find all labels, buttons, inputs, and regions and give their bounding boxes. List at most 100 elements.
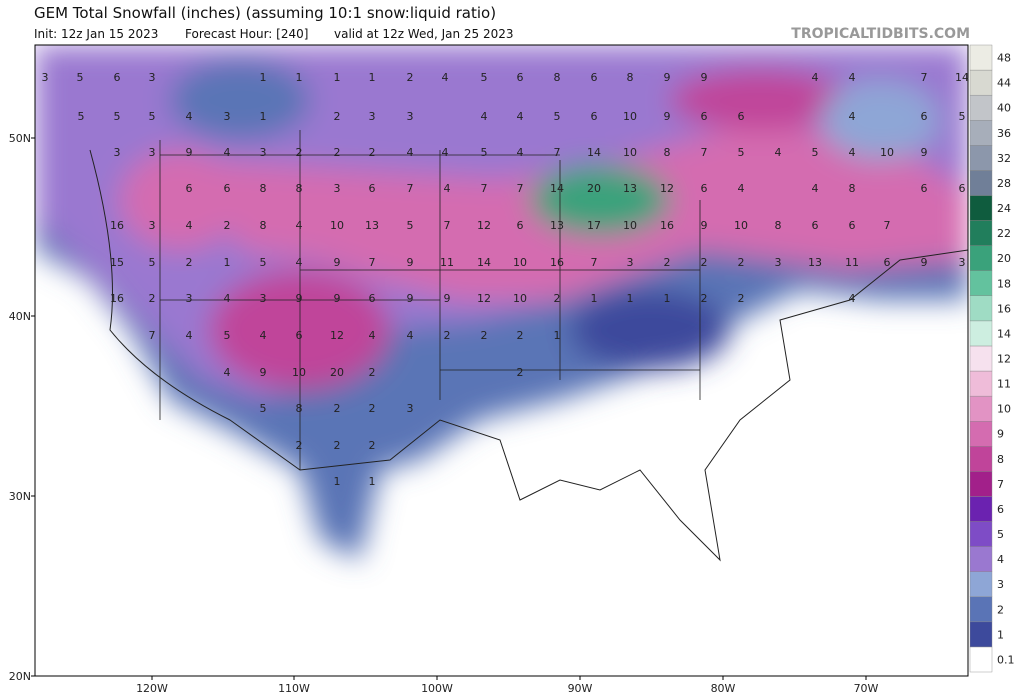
- snowfall-label: 2: [334, 439, 341, 452]
- snowfall-label: 3: [149, 146, 156, 159]
- colorbar-label: 44: [997, 77, 1011, 90]
- colorbar-swatch: [969, 496, 993, 522]
- colorbar-label: 11: [997, 378, 1011, 391]
- colorbar-label: 4: [997, 553, 1004, 566]
- snowfall-label: 2: [369, 146, 376, 159]
- colorbar-label: 0.1: [997, 653, 1015, 666]
- snowfall-label: 7: [884, 219, 891, 232]
- snowfall-label: 16: [660, 219, 674, 232]
- snowfall-label: 5: [78, 110, 85, 123]
- snowfall-label: 4: [224, 366, 231, 379]
- snowfall-label: 9: [334, 256, 341, 269]
- snowfall-label: 2: [701, 256, 708, 269]
- snowfall-label: 11: [440, 256, 454, 269]
- colorbar-label: 5: [997, 528, 1004, 541]
- snowfall-label: 9: [664, 71, 671, 84]
- snowfall-label: 4: [849, 110, 856, 123]
- colorbar-swatch: [969, 546, 993, 572]
- snowfall-label: 9: [701, 219, 708, 232]
- snowfall-label: 9: [260, 366, 267, 379]
- snowfall-label: 5: [554, 110, 561, 123]
- snowfall-label: 5: [224, 329, 231, 342]
- colorbar-label: 20: [997, 252, 1011, 265]
- snowfall-label: 7: [481, 182, 488, 195]
- snowfall-label: 6: [517, 219, 524, 232]
- snowfall-label: 6: [701, 182, 708, 195]
- colorbar-swatch: [969, 596, 993, 623]
- snowfall-label: 2: [738, 256, 745, 269]
- snowfall-label: 6: [591, 110, 598, 123]
- colorbar-label: 28: [997, 177, 1011, 190]
- snowfall-label: 9: [921, 256, 928, 269]
- snowfall-label: 1: [224, 256, 231, 269]
- snowfall-label: 7: [369, 256, 376, 269]
- snowfall-label: 5: [114, 110, 121, 123]
- snowfall-label: 20: [587, 182, 601, 195]
- colorbar-swatch: [969, 571, 993, 597]
- snowfall-label: 10: [513, 256, 527, 269]
- snowfall-label: 7: [921, 71, 928, 84]
- snowfall-label: 4: [369, 329, 376, 342]
- snowfall-label: 4: [224, 146, 231, 159]
- snowfall-label: 7: [517, 182, 524, 195]
- snowfall-label: 5: [149, 256, 156, 269]
- colorbar-swatch: [969, 345, 993, 372]
- snowfall-label: 4: [260, 329, 267, 342]
- snowfall-label: 4: [442, 71, 449, 84]
- snowfall-label: 9: [407, 292, 414, 305]
- snowfall-label: 9: [407, 256, 414, 269]
- colorbar-swatch: [969, 446, 993, 472]
- snowfall-label: 9: [701, 71, 708, 84]
- snowfall-label: 3: [186, 292, 193, 305]
- snowfall-label: 4: [296, 256, 303, 269]
- snowfall-label: 10: [292, 366, 306, 379]
- snowfall-label: 4: [517, 146, 524, 159]
- colorbar-label: 9: [997, 428, 1004, 441]
- snowfall-label: 11: [845, 256, 859, 269]
- snowfall-label: 6: [224, 182, 231, 195]
- snowfall-label: 2: [369, 439, 376, 452]
- snowfall-label: 5: [959, 110, 966, 123]
- snowfall-label: 6: [812, 219, 819, 232]
- snowfall-label: 13: [623, 182, 637, 195]
- colorbar-swatch: [969, 395, 993, 422]
- colorbar-swatch: [969, 270, 993, 297]
- snowfall-label: 14: [477, 256, 491, 269]
- snowfall-label: 8: [849, 182, 856, 195]
- snowfall-label: 2: [407, 71, 414, 84]
- lat-label: 50N: [9, 132, 31, 145]
- snowfall-label: 16: [550, 256, 564, 269]
- snowfall-label: 8: [260, 219, 267, 232]
- snowfall-label: 6: [701, 110, 708, 123]
- snowfall-label: 4: [444, 182, 451, 195]
- lon-label: 110W: [278, 682, 310, 695]
- snowfall-label: 8: [260, 182, 267, 195]
- snowfall-label: 10: [734, 219, 748, 232]
- title: GEM Total Snowfall (inches) (assuming 10…: [34, 4, 496, 22]
- lon-label: 120W: [136, 682, 168, 695]
- snowfall-label: 6: [186, 182, 193, 195]
- colorbar-label: 32: [997, 152, 1011, 165]
- lon-label: 100W: [421, 682, 453, 695]
- snowfall-label: 3: [260, 292, 267, 305]
- snowfall-label: 4: [186, 329, 193, 342]
- colorbar-swatch: [969, 94, 993, 121]
- snowfall-label: 5: [260, 256, 267, 269]
- snowfall-label: 6: [296, 329, 303, 342]
- snowfall-label: 6: [921, 182, 928, 195]
- snowfall-label: 5: [260, 402, 267, 415]
- snowfall-label: 1: [591, 292, 598, 305]
- snowfall-label: 7: [591, 256, 598, 269]
- snowfall-label: 10: [623, 219, 637, 232]
- map: [35, 45, 968, 676]
- snowfall-label: 3: [627, 256, 634, 269]
- colorbar-swatch: [969, 69, 993, 96]
- snowfall-label: 2: [517, 329, 524, 342]
- colorbar-swatch: [969, 521, 993, 547]
- snowfall-label: 14: [587, 146, 601, 159]
- snowfall-label: 10: [623, 146, 637, 159]
- snowfall-label: 13: [808, 256, 822, 269]
- colorbar-swatch: [969, 245, 993, 271]
- snowfall-label: 10: [623, 110, 637, 123]
- snowfall-label: 4: [407, 146, 414, 159]
